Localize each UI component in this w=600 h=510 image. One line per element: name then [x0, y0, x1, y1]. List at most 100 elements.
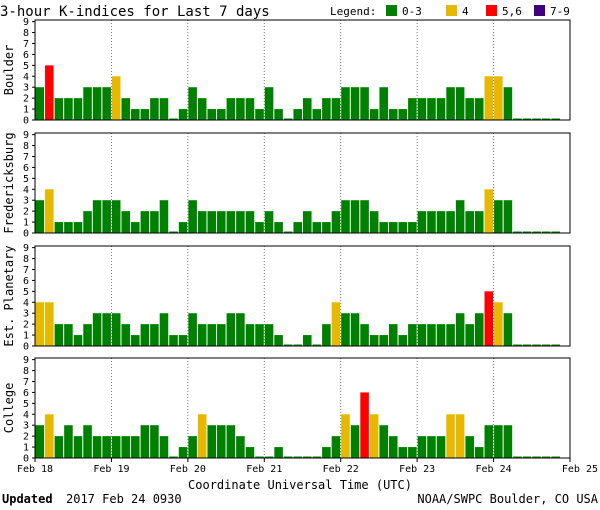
bar [360, 87, 369, 120]
bar [322, 324, 331, 346]
bar [35, 302, 45, 346]
bar [178, 109, 188, 120]
bar [360, 324, 369, 346]
bar [236, 98, 245, 120]
bar [131, 335, 140, 346]
legend-swatch-1 [446, 5, 457, 16]
bar [436, 436, 446, 458]
bar [350, 87, 360, 120]
legend-label: Legend: [330, 5, 376, 18]
x-tick-label: Feb 22 [323, 464, 359, 475]
bar [54, 324, 64, 346]
bar [121, 98, 131, 120]
bar [312, 109, 322, 120]
legend-item-label: 7-9 [550, 5, 570, 18]
bar [264, 211, 274, 233]
bar [207, 109, 217, 120]
bar [255, 456, 264, 458]
bar [436, 98, 446, 120]
y-tick-label: 8 [23, 141, 29, 152]
bar [551, 118, 560, 120]
bar [274, 109, 283, 120]
bar [226, 98, 236, 120]
bar [369, 335, 379, 346]
bar [398, 335, 408, 346]
y-tick-label: 7 [23, 152, 29, 163]
bar [150, 98, 159, 120]
y-tick-label: 4 [23, 410, 29, 421]
bar [513, 118, 522, 120]
y-tick-label: 0 [23, 116, 29, 127]
bar [417, 211, 427, 233]
bar [455, 313, 465, 346]
bar [264, 324, 274, 346]
bar [408, 447, 417, 458]
bar [341, 87, 350, 120]
bar [408, 222, 417, 233]
bar [64, 425, 73, 458]
y-tick-label: 8 [23, 254, 29, 265]
bar [255, 222, 264, 233]
bar [446, 87, 455, 120]
bar [379, 87, 388, 120]
y-tick-label: 8 [23, 366, 29, 377]
y-tick-label: 8 [23, 28, 29, 39]
bar [532, 456, 541, 458]
bar [446, 324, 455, 346]
panels: 0123456789Boulder0123456789Fredericksbur… [2, 17, 571, 465]
bar [111, 313, 121, 346]
bar [513, 456, 522, 458]
bar [484, 76, 494, 120]
bar [455, 414, 465, 458]
bar [54, 222, 64, 233]
y-tick-label: 2 [23, 207, 29, 218]
bar [264, 456, 274, 458]
bar [283, 344, 293, 346]
bar [522, 344, 532, 346]
bar [236, 436, 245, 458]
bar [92, 87, 102, 120]
bar [513, 231, 522, 233]
bar [551, 456, 560, 458]
bar [207, 425, 217, 458]
y-tick-label: 9 [23, 243, 29, 254]
y-tick-label: 1 [23, 218, 29, 229]
bar [551, 344, 560, 346]
bar [197, 98, 207, 120]
legend-swatch-3 [534, 5, 545, 16]
y-tick-label: 4 [23, 298, 29, 309]
x-tick-label: Feb 20 [170, 464, 206, 475]
bar [217, 324, 226, 346]
y-tick-label: 7 [23, 39, 29, 50]
bar [35, 200, 45, 233]
bar [388, 222, 398, 233]
bar [322, 222, 331, 233]
bar [245, 324, 255, 346]
bar [341, 414, 350, 458]
bar [503, 313, 513, 346]
bar [331, 211, 341, 233]
bar [188, 436, 197, 458]
bar [102, 87, 111, 120]
bar [83, 324, 92, 346]
bar [264, 87, 274, 120]
bar [341, 313, 350, 346]
y-tick-label: 0 [23, 229, 29, 240]
y-tick-label: 1 [23, 331, 29, 342]
bar [83, 87, 92, 120]
panel-frame [34, 357, 571, 459]
bar [350, 425, 360, 458]
bar [522, 118, 532, 120]
bar [474, 98, 484, 120]
y-tick-label: 5 [23, 399, 29, 410]
bar [388, 324, 398, 346]
bar [303, 456, 312, 458]
bar [83, 425, 92, 458]
bar [92, 313, 102, 346]
bar [92, 436, 102, 458]
bar [236, 211, 245, 233]
bar [312, 456, 322, 458]
